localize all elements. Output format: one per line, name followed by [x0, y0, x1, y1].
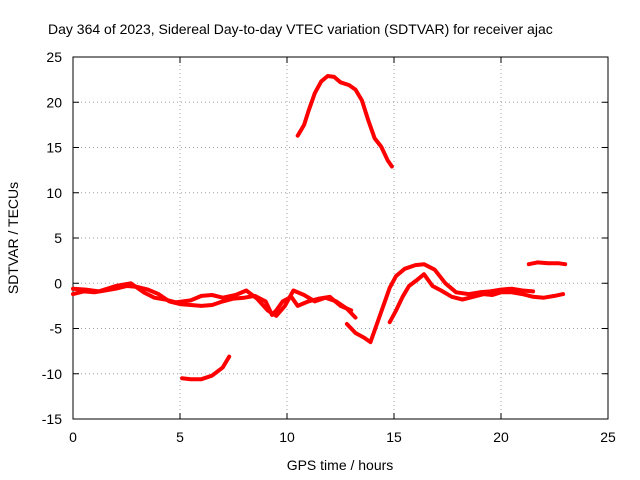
- y-tick-label: 5: [54, 230, 62, 246]
- series-arc-5: [344, 262, 536, 345]
- x-axis-label: GPS time / hours: [287, 457, 394, 473]
- y-tick-label: -10: [42, 366, 62, 382]
- y-tick-label: -15: [42, 411, 62, 427]
- y-tick-label: 25: [46, 49, 62, 65]
- y-tick-label: -5: [50, 321, 63, 337]
- x-tick-label: 15: [386, 429, 402, 445]
- x-tick-label: 10: [279, 429, 295, 445]
- y-tick-label: 15: [46, 140, 62, 156]
- series-layer: [71, 74, 568, 382]
- series-arc-1: [71, 284, 354, 317]
- series-arc-6: [387, 272, 566, 325]
- x-tick-label: 25: [600, 429, 616, 445]
- x-tick-label: 0: [69, 429, 77, 445]
- series-arc-3: [180, 354, 232, 382]
- x-tick-label: 20: [493, 429, 509, 445]
- y-tick-label: 0: [54, 275, 62, 291]
- y-tick-label: 20: [46, 94, 62, 110]
- tick-layer: 0 5 10 15 20 25 -15 -10 -5 0 5 10 15 20 25: [42, 49, 616, 445]
- y-axis-label: SDTVAR / TECUs: [5, 182, 21, 294]
- series-arc-2: [71, 281, 358, 320]
- grid-layer: [73, 57, 608, 419]
- y-tick-label: 10: [46, 185, 62, 201]
- series-arc-7: [526, 260, 568, 267]
- chart-title: Day 364 of 2023, Sidereal Day-to-day VTE…: [48, 21, 553, 37]
- series-arc-4: [295, 74, 394, 169]
- x-tick-label: 5: [176, 429, 184, 445]
